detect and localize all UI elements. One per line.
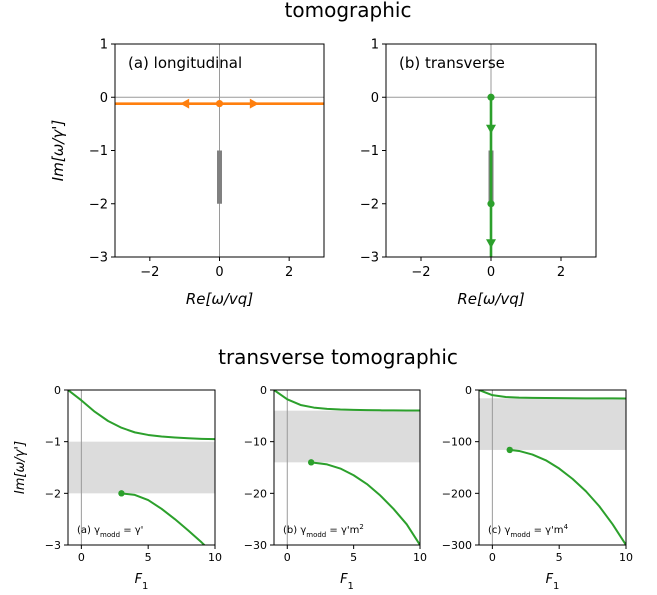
x-tick-label: 2 [557,265,565,280]
y-tick-label: 0 [260,384,267,397]
series-line-1 [274,390,420,412]
axes-frame [478,389,627,546]
x-axis-label: Re[ω/vq] [186,290,254,308]
group-title-bottom: transverse tomographic [218,345,458,369]
group-title-top: tomographic [285,0,412,22]
x-tick-label: 10 [413,551,427,564]
shaded-band [274,410,420,463]
panel-label: (b) transverse [399,54,505,72]
plot-area [479,390,626,545]
x-tick-label: −2 [411,265,430,280]
series-point-2-1 [118,490,125,497]
x-axis-label: F1 [546,572,560,592]
y-tick-label: 0 [54,384,61,397]
series-arrow-1-1 [486,124,496,134]
shaded-band [479,398,626,450]
axes-frame [273,389,421,546]
panel-5: 0 5 10 0 −100 −200 −300 F1 (c) γmodd = γ'm4 [442,384,633,592]
plot-area [115,44,324,257]
y-tick-label: −30 [244,539,267,552]
y-tick-label: −3 [89,251,108,266]
x-tick-label: 10 [619,551,633,564]
plot-area [68,390,215,545]
series-point-1-1 [215,100,224,108]
x-tick-label: 5 [145,551,152,564]
series-point-2-1 [506,446,513,454]
y-tick-label: −20 [244,487,267,500]
series-arrow-1-2 [486,239,496,249]
panel-label: (a) γmodd = γ' [77,525,143,539]
x-tick-label: 5 [350,551,357,564]
series-arrow-1-1 [180,98,190,109]
axes-frame [67,389,216,546]
y-tick-label: −2 [89,197,108,212]
y-tick-label: 0 [465,384,472,397]
plot-area [274,390,420,545]
y-axis-label: Im[ω/γ'] [49,120,67,182]
panel-label: (c) γmodd = γ'm4 [488,523,569,539]
x-tick-label: 5 [556,551,563,564]
x-tick-label: 0 [489,551,496,564]
y-tick-label: −2 [360,197,379,212]
y-tick-label: 1 [371,38,379,53]
y-tick-label: 0 [100,91,108,106]
panel-3: 0 5 10 0 −1 −2 −3 F1 Im[ω/γ'] (a) γmodd = γ' [13,384,222,592]
series-arrow-1-2 [249,98,259,109]
series-point-2-1 [307,459,315,466]
series-line-2 [311,461,420,545]
series-line-1 [479,390,626,400]
panel-4: 0 5 10 0 −10 −20 −30 F1 (b) γmodd = γ'm2 [244,384,427,592]
x-tick-label: 10 [208,551,222,564]
series-line-2 [121,492,206,545]
x-tick-label: 0 [284,551,291,564]
series-line-1 [68,390,215,441]
panel-label: (b) γmodd = γ'm2 [283,523,364,539]
y-axis-label: Im[ω/γ'] [13,441,28,494]
x-tick-label: −2 [140,265,159,280]
panel-1: −2 0 2 1 0 −1 −2 −3 Re[ω/vq] Im[ω/γ'] (a) longitud… [49,38,325,308]
x-axis-label: F1 [340,572,354,592]
x-tick-label: 0 [215,265,223,280]
series-line-2 [509,448,626,545]
x-tick-label: 0 [78,551,85,564]
y-tick-label: −100 [442,436,472,449]
x-axis-label: Re[ω/vq] [457,290,525,308]
series-point-1-2 [487,200,495,208]
panel-2: −2 0 2 1 0 −1 −2 −3 Re[ω/vq] (b) transverse [360,38,597,308]
panel-label: (a) longitudinal [128,54,242,72]
y-tick-label: −3 [45,539,61,552]
series-point-1-1 [487,93,495,101]
x-tick-label: 0 [487,265,495,280]
y-tick-label: 0 [371,91,379,106]
x-axis-label: F1 [135,572,149,592]
y-tick-label: −200 [442,487,472,500]
plot-area [386,44,596,257]
y-tick-label: −2 [45,487,61,500]
y-tick-label: 1 [100,38,108,53]
x-tick-label: 2 [285,265,293,280]
y-tick-label: −1 [45,436,61,449]
y-tick-label: −3 [360,251,379,266]
y-tick-label: −1 [360,144,379,159]
y-tick-label: −10 [244,436,267,449]
shaded-band [68,441,215,494]
y-tick-label: −300 [442,539,472,552]
y-tick-label: −1 [89,144,108,159]
